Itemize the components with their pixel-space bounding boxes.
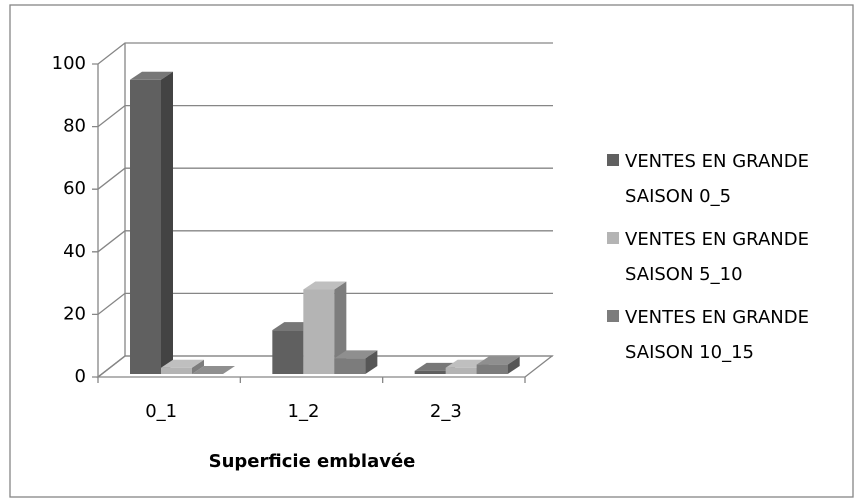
bar-front <box>476 364 508 374</box>
grid-line <box>92 230 553 253</box>
bar-front <box>445 367 477 374</box>
legend-swatch <box>607 232 619 244</box>
bar-top <box>334 350 378 359</box>
bar-side <box>507 356 520 374</box>
bar-side <box>192 359 204 374</box>
bar-front <box>161 367 192 374</box>
y-tick-label: 20 <box>63 303 86 324</box>
bar-top-shade <box>161 359 204 368</box>
legend-label: VENTES EN GRANDE SAISON 0_5 <box>625 151 809 207</box>
y-tick-label: 40 <box>63 241 86 262</box>
bar-side-shade <box>334 281 347 374</box>
bar-side <box>334 281 347 374</box>
bar-top-shade <box>334 350 378 359</box>
bar-side-shade <box>507 356 520 374</box>
bar-top <box>161 359 204 368</box>
y-tick-label: 80 <box>63 116 86 137</box>
x-tick-label: 1_2 <box>288 401 320 422</box>
bar-top <box>476 356 520 365</box>
bar-front <box>130 79 161 374</box>
bar-top-shade <box>476 356 520 365</box>
x-tick-label: 2_3 <box>430 401 462 422</box>
grid-line <box>92 167 553 190</box>
bar-side <box>161 71 173 374</box>
legend-label: VENTES EN GRANDE SAISON 5_10 <box>625 229 809 285</box>
x-tick-label: 0_1 <box>145 401 177 422</box>
bar <box>476 356 520 374</box>
bar-side-shade <box>161 71 173 374</box>
bar <box>303 281 347 374</box>
legend-swatch <box>607 310 619 322</box>
bar <box>334 350 378 374</box>
bar <box>161 359 204 374</box>
bar-side-shade <box>365 350 378 374</box>
bar <box>130 71 173 374</box>
legend-swatch <box>607 154 619 166</box>
bar-side-shade <box>192 359 204 374</box>
bar <box>192 366 235 374</box>
bar-front <box>303 289 335 374</box>
bar-front <box>414 370 446 374</box>
bar-top-shade <box>303 281 347 290</box>
y-tick-label: 0 <box>75 366 86 387</box>
y-tick-label: 100 <box>52 53 86 74</box>
bar-top-shade <box>130 71 173 80</box>
legend-label: VENTES EN GRANDE SAISON 10_15 <box>625 307 809 363</box>
bar-front <box>272 330 304 374</box>
y-tick-label: 60 <box>63 178 86 199</box>
bar-top-shade <box>192 366 235 374</box>
bar-top <box>303 281 347 290</box>
bar-top <box>192 366 235 374</box>
bar-top <box>130 71 173 80</box>
x-axis-title: Superficie emblavée <box>209 451 416 472</box>
bar-front <box>334 358 366 374</box>
grid-line <box>92 104 553 128</box>
grid-line <box>92 42 553 65</box>
bar-side <box>365 350 378 374</box>
